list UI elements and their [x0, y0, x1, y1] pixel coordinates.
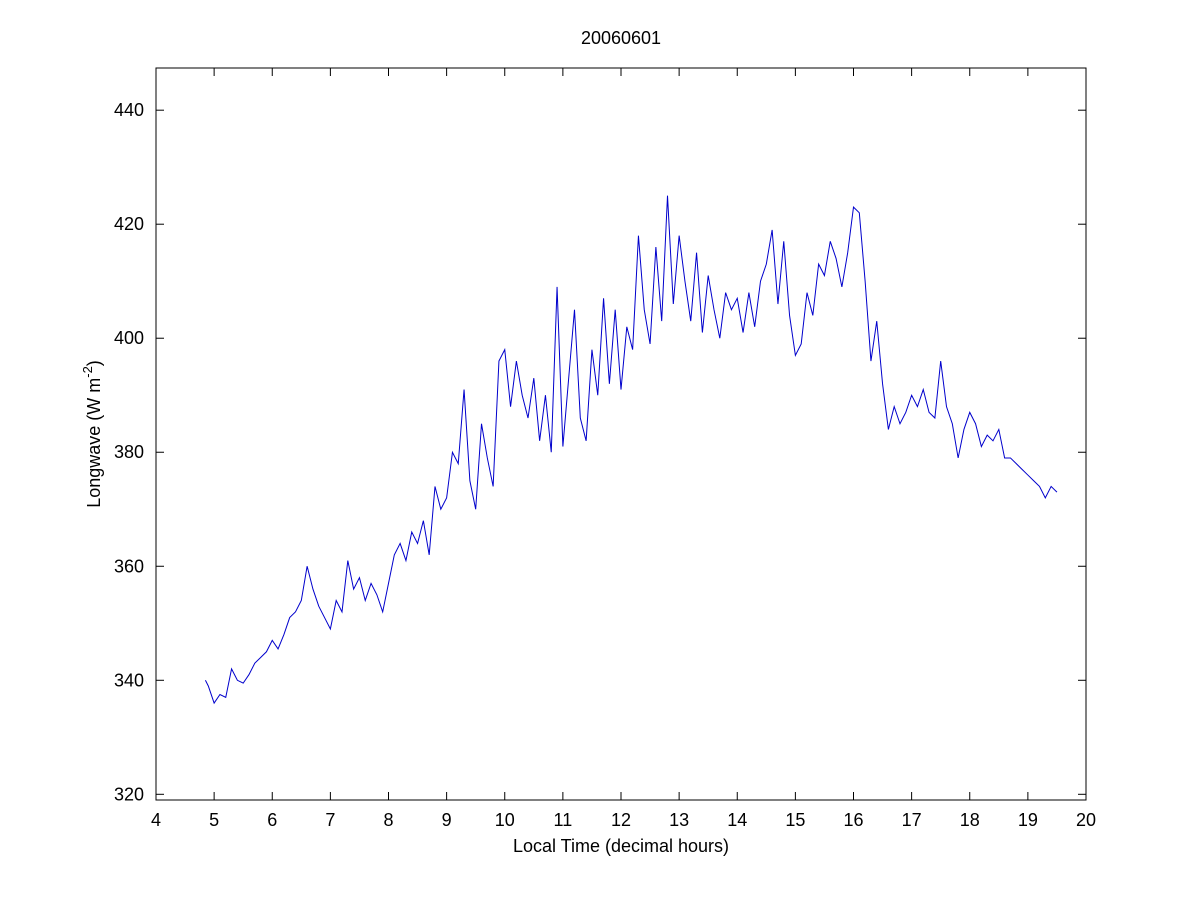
x-tick-label: 18: [960, 810, 980, 830]
x-tick-label: 4: [151, 810, 161, 830]
plot-frame: [155, 67, 1087, 801]
y-tick-label: 360: [114, 556, 144, 576]
x-tick-label: 14: [727, 810, 747, 830]
x-tick-label: 8: [383, 810, 393, 830]
y-tick-label: 440: [114, 100, 144, 120]
y-tick-label: 400: [114, 328, 144, 348]
y-tick-label: 380: [114, 442, 144, 462]
x-tick-label: 10: [495, 810, 515, 830]
x-tick-label: 12: [611, 810, 631, 830]
y-axis-label: Longwave (W m-2): [80, 360, 104, 508]
chart-title: 20060601: [581, 28, 661, 48]
y-axis-label-text: Longwave (W m: [84, 378, 104, 508]
x-tick-label: 9: [442, 810, 452, 830]
x-tick-label: 17: [902, 810, 922, 830]
y-tick-label: 420: [114, 214, 144, 234]
y-axis-label-superscript: -2: [80, 366, 95, 378]
y-tick-label: 320: [114, 784, 144, 804]
x-tick-label: 13: [669, 810, 689, 830]
x-tick-label: 6: [267, 810, 277, 830]
y-axis-label-suffix: ): [84, 360, 104, 366]
x-axis-label: Local Time (decimal hours): [513, 836, 729, 856]
y-tick-label: 340: [114, 670, 144, 690]
x-tick-label: 11: [554, 810, 573, 830]
x-tick-label: 7: [325, 810, 335, 830]
x-tick-label: 15: [785, 810, 805, 830]
x-tick-label: 5: [209, 810, 219, 830]
x-tick-label: 20: [1076, 810, 1096, 830]
x-tick-label: 16: [843, 810, 863, 830]
x-tick-label: 19: [1018, 810, 1038, 830]
data-line: [204, 195, 1058, 705]
